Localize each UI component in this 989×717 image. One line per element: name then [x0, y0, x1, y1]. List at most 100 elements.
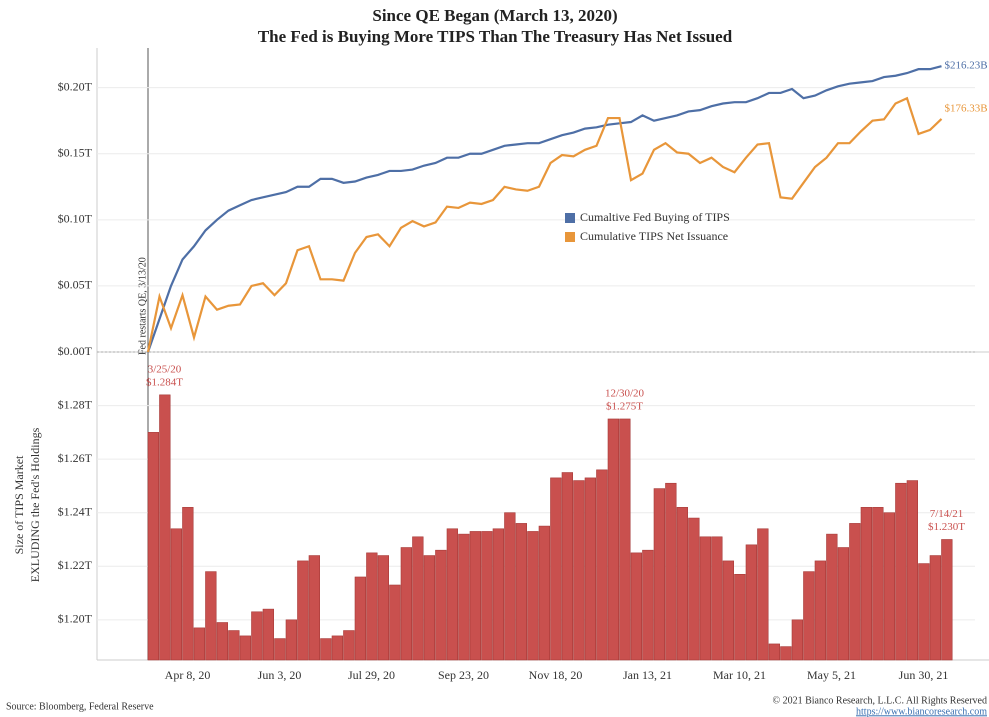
bar — [653, 488, 665, 661]
bar — [699, 536, 711, 661]
bar — [205, 571, 217, 661]
bar — [538, 525, 550, 661]
bar — [768, 643, 780, 661]
line-series — [146, 96, 943, 353]
bar — [573, 480, 585, 661]
y-tick-label: $1.24T — [58, 504, 93, 518]
bar — [262, 608, 274, 661]
bar — [688, 517, 700, 661]
x-tick-label: Nov 18, 20 — [529, 668, 583, 682]
bar — [216, 622, 228, 661]
y-axis-label: Size of TIPS Market — [12, 455, 26, 554]
x-tick-label: Jun 30, 21 — [899, 668, 949, 682]
x-tick-label: Jul 29, 20 — [348, 668, 395, 682]
y-tick-label: $1.22T — [58, 558, 93, 572]
bar — [596, 469, 608, 661]
bar — [722, 560, 734, 661]
bar — [147, 432, 159, 661]
end-label: $176.33B — [945, 102, 988, 114]
y-tick-label: $1.20T — [58, 612, 93, 626]
url[interactable]: https://www.biancoresearch.com — [856, 706, 987, 717]
bar — [228, 630, 240, 661]
x-tick-label: Mar 10, 21 — [713, 668, 766, 682]
copyright: © 2021 Bianco Research, L.L.C. All Right… — [772, 695, 987, 706]
bar — [826, 533, 838, 661]
chart-subtitle: The Fed is Buying More TIPS Than The Tre… — [258, 27, 733, 46]
bar — [285, 619, 297, 661]
bar — [561, 472, 573, 661]
bar — [182, 507, 194, 661]
bar — [929, 555, 941, 661]
bar-date: 7/14/21 — [930, 508, 964, 520]
bar — [642, 549, 654, 661]
bar — [170, 528, 182, 661]
bar — [791, 619, 803, 661]
bar — [872, 507, 884, 661]
line-series — [146, 65, 942, 353]
bar — [446, 528, 458, 661]
bar — [849, 523, 861, 661]
y-tick-label: $0.10T — [58, 212, 93, 226]
bar — [389, 584, 401, 661]
bar — [711, 536, 723, 661]
bar — [366, 552, 378, 661]
legend-label: Cumaltive Fed Buying of TIPS — [580, 210, 730, 224]
bar-label: $1.230T — [928, 521, 965, 533]
bar — [320, 638, 332, 661]
bar — [331, 635, 343, 661]
y-axis-label: EXLUDING the Fed's Holdings — [28, 427, 42, 582]
bar-date: 3/25/20 — [148, 363, 182, 375]
bar — [481, 531, 493, 661]
bar — [745, 544, 757, 661]
bar-label: $1.275T — [606, 400, 643, 412]
bar — [435, 549, 447, 661]
bar — [308, 555, 320, 661]
bar — [895, 482, 907, 661]
bar — [676, 507, 688, 661]
bar — [757, 528, 769, 661]
y-tick-label: $0.15T — [58, 145, 93, 159]
bar-label: $1.284T — [146, 376, 183, 388]
bar — [504, 512, 516, 661]
bar — [906, 480, 918, 661]
bar — [469, 531, 481, 661]
bar — [630, 552, 642, 661]
bar — [941, 539, 953, 661]
bar — [400, 547, 412, 661]
x-tick-label: Apr 8, 20 — [165, 668, 211, 682]
bar — [297, 560, 309, 661]
legend-label: Cumulative TIPS Net Issuance — [580, 229, 728, 243]
x-tick-label: Jan 13, 21 — [623, 668, 672, 682]
bar — [584, 477, 596, 661]
qe-annotation: Fed restarts QE, 3/13/20 — [137, 257, 148, 355]
bar — [354, 576, 366, 661]
y-tick-label: $0.20T — [58, 79, 93, 93]
chart-title: Since QE Began (March 13, 2020) — [372, 6, 617, 25]
x-tick-label: May 5, 21 — [807, 668, 856, 682]
bar — [159, 394, 171, 661]
x-tick-label: Jun 3, 20 — [258, 668, 302, 682]
x-tick-label: Sep 23, 20 — [438, 668, 489, 682]
bar — [780, 646, 792, 661]
bar — [734, 573, 746, 661]
legend-swatch — [565, 213, 575, 223]
bar — [619, 418, 631, 661]
bar — [803, 571, 815, 661]
bar — [377, 555, 389, 661]
bar — [837, 547, 849, 661]
end-label: $216.23B — [945, 60, 988, 72]
bar — [665, 482, 677, 661]
bar — [814, 560, 826, 661]
bar — [274, 638, 286, 661]
bar — [918, 563, 930, 661]
bar — [251, 611, 263, 661]
bar — [239, 635, 251, 661]
bar — [527, 531, 539, 661]
y-tick-label: $1.26T — [58, 451, 93, 465]
bar — [458, 533, 470, 661]
bar — [423, 555, 435, 661]
source: Source: Bloomberg, Federal Reserve — [6, 701, 154, 712]
bar — [492, 528, 504, 661]
y-tick-label: $0.00T — [58, 344, 93, 358]
